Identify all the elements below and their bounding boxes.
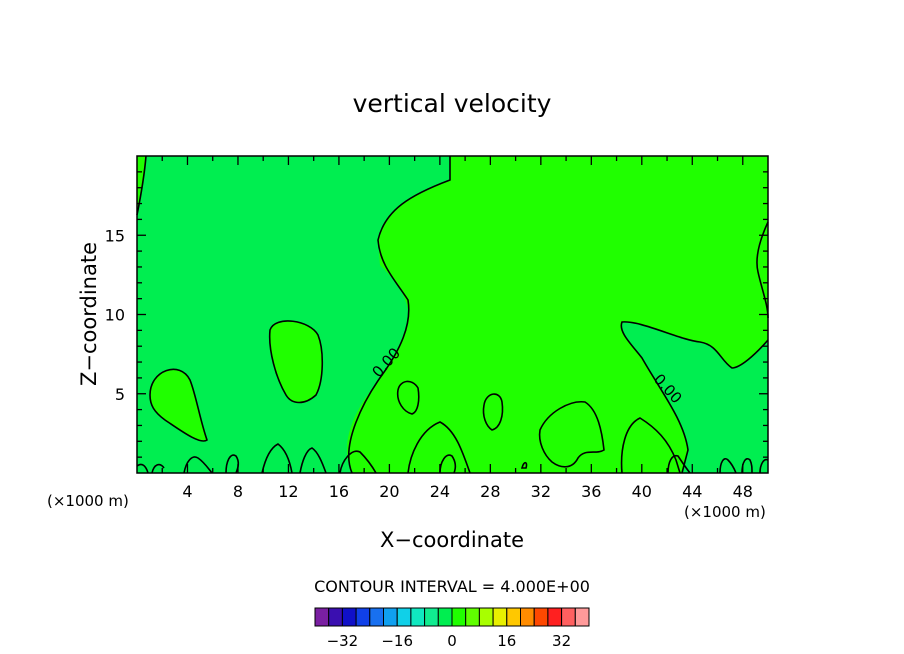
colorbar-swatch bbox=[520, 607, 535, 627]
colorbar-swatch bbox=[369, 607, 384, 627]
y-axis: 5 10 15 bbox=[105, 171, 768, 458]
colorbar-swatch bbox=[574, 607, 590, 627]
colorbar-swatch bbox=[478, 607, 494, 627]
contour-line-surface-7 bbox=[183, 456, 213, 474]
contour-line-zero-main bbox=[347, 156, 451, 474]
y-tick-label: 5 bbox=[115, 385, 125, 404]
contour-line-surface-2 bbox=[407, 421, 471, 474]
colorbar-swatch bbox=[396, 607, 412, 627]
x-tick-label: 40 bbox=[632, 482, 652, 501]
colorbar-swatch bbox=[465, 607, 480, 627]
colorbar-swatch bbox=[437, 607, 453, 627]
colorbar-swatch bbox=[506, 607, 521, 627]
colorbar-swatch bbox=[410, 607, 426, 627]
contour-lines bbox=[136, 155, 769, 474]
x-tick-label: 12 bbox=[278, 482, 298, 501]
y-tick-label: 15 bbox=[105, 226, 125, 245]
x-tick-label: 20 bbox=[379, 482, 399, 501]
contour-line-small-blob-b bbox=[482, 393, 504, 431]
contour-line-surface-4 bbox=[261, 443, 293, 474]
x-unit-left: (×1000 m) bbox=[47, 492, 129, 510]
plot-area: 0.00 0.00 bbox=[136, 155, 769, 474]
contour-line-surface-5 bbox=[299, 447, 327, 474]
contour-interval-text: CONTOUR INTERVAL = 4.000E+00 bbox=[314, 577, 590, 596]
contour-line-small-blob-a bbox=[396, 380, 420, 415]
colorbar-swatch bbox=[314, 607, 330, 627]
contour-line-surface-14 bbox=[136, 463, 149, 474]
x-tick-label: 28 bbox=[480, 482, 500, 501]
contour-line-zero-right bbox=[620, 321, 769, 474]
colorbar-tick-label: −16 bbox=[381, 632, 413, 650]
contour-line-mid-blob bbox=[268, 320, 324, 404]
x-axis-label: X−coordinate bbox=[380, 528, 524, 552]
contour-line-surface-12 bbox=[759, 458, 769, 474]
x-axis: 4 8 12 16 20 24 28 32 36 40 44 48 bbox=[161, 156, 753, 501]
x-tick-label: 16 bbox=[329, 482, 349, 501]
contour-line-surface-3 bbox=[620, 417, 681, 474]
colorbar-tick-label: 32 bbox=[552, 632, 571, 650]
y-axis-label: Z−coordinate bbox=[77, 242, 101, 386]
positive-region-left-blob bbox=[150, 369, 207, 441]
positive-region-mid-blob bbox=[269, 320, 323, 403]
colorbar-tick-label: 0 bbox=[447, 632, 457, 650]
x-tick-label: 32 bbox=[531, 482, 551, 501]
x-tick-label: 36 bbox=[581, 482, 601, 501]
x-tick-label: 4 bbox=[182, 482, 192, 501]
colorbar-swatch bbox=[492, 607, 508, 627]
y-tick-label: 10 bbox=[105, 306, 125, 325]
colorbar-swatch bbox=[547, 607, 563, 627]
colorbar-swatch bbox=[424, 607, 439, 627]
colorbar-swatch bbox=[561, 607, 576, 627]
colorbar-swatch bbox=[341, 607, 357, 627]
x-tick-label: 8 bbox=[233, 482, 243, 501]
contour-line-surface-1 bbox=[538, 401, 605, 468]
colorbar-swatch bbox=[328, 607, 343, 627]
colorbar-tick-label: −32 bbox=[327, 632, 359, 650]
contour-line-surface-16 bbox=[520, 461, 528, 469]
chart-title: vertical velocity bbox=[353, 89, 552, 118]
x-unit-right: (×1000 m) bbox=[684, 503, 766, 521]
contour-line-surface-9 bbox=[667, 454, 691, 474]
contour-line-surface-13 bbox=[439, 454, 457, 474]
colorbar-tick-label: 16 bbox=[497, 632, 516, 650]
x-tick-label: 44 bbox=[682, 482, 702, 501]
colorbar-swatch bbox=[383, 607, 398, 627]
x-tick-label: 48 bbox=[733, 482, 753, 501]
colorbar-swatch bbox=[451, 607, 467, 627]
contour-line-top-left-edge bbox=[136, 155, 147, 216]
colorbar bbox=[314, 607, 590, 627]
colorbar-ticks: −32 −16 0 16 32 bbox=[327, 632, 572, 650]
colorbar-swatch bbox=[355, 607, 371, 627]
x-tick-label: 24 bbox=[430, 482, 450, 501]
contour-line-surface-10 bbox=[719, 458, 737, 474]
contour-line-left-blob bbox=[149, 368, 208, 442]
contour-line-surface-15 bbox=[151, 463, 165, 474]
colorbar-swatch bbox=[533, 607, 549, 627]
contour-line-surface-6 bbox=[339, 450, 377, 474]
